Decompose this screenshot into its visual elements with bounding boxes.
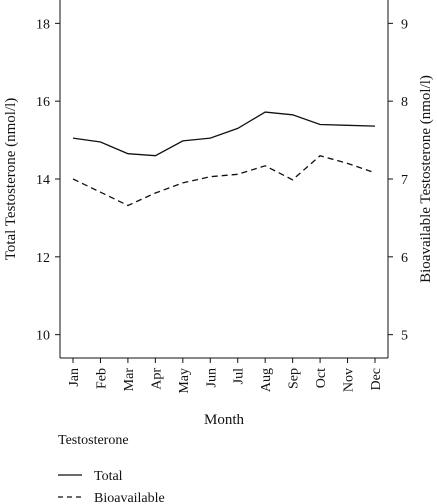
right-tick-label: 6 (401, 251, 408, 266)
x-tick-label: Jul (232, 368, 247, 384)
x-tick-label: Oct (314, 368, 329, 388)
right-tick-label: 7 (401, 173, 408, 188)
x-tick-label: Nov (342, 368, 357, 392)
y-axis-label-left: Total Testosterone (nmol/l) (3, 98, 19, 261)
x-tick-label: Apr (149, 368, 164, 390)
plot-frame (59, 0, 389, 359)
legend-title: Testosterone (58, 433, 129, 448)
left-tick-label: 12 (36, 251, 50, 266)
x-tick-label: Jan (67, 368, 82, 387)
series-layer (72, 111, 376, 207)
y-axis-label-right: Bioavailable Testosterone (nmol/l) (418, 75, 434, 283)
left-tick-label: 14 (36, 173, 50, 188)
x-tick-label: May (177, 368, 192, 394)
legend: Testosterone Total Bioavailable (58, 433, 165, 504)
series-line-bioavailable (72, 154, 376, 207)
right-tick-label: 8 (401, 95, 408, 110)
right-tick-label: 5 (401, 329, 408, 344)
x-tick-label: Jun (204, 368, 219, 387)
x-tick-label: Mar (122, 368, 137, 392)
x-tick-label: Dec (369, 368, 384, 391)
right-y-axis: 5 6 7 8 9 (388, 17, 408, 344)
left-tick-label: 18 (36, 17, 50, 32)
legend-label-total: Total (94, 469, 123, 484)
left-tick-label: 16 (36, 95, 50, 110)
x-axis: Jan Feb Mar Apr May Jun Jul Aug Sep Oct Nov Dec (67, 358, 384, 394)
x-axis-label: Month (204, 412, 245, 428)
left-tick-label: 10 (36, 329, 50, 344)
x-tick-label: Feb (94, 368, 109, 389)
legend-label-bioavailable: Bioavailable (94, 491, 165, 504)
left-y-axis: 10 12 14 16 18 (36, 17, 60, 344)
x-tick-label: Sep (287, 368, 302, 389)
series-line-total (72, 111, 376, 157)
x-tick-label: Aug (259, 368, 274, 392)
right-tick-label: 9 (401, 17, 408, 32)
